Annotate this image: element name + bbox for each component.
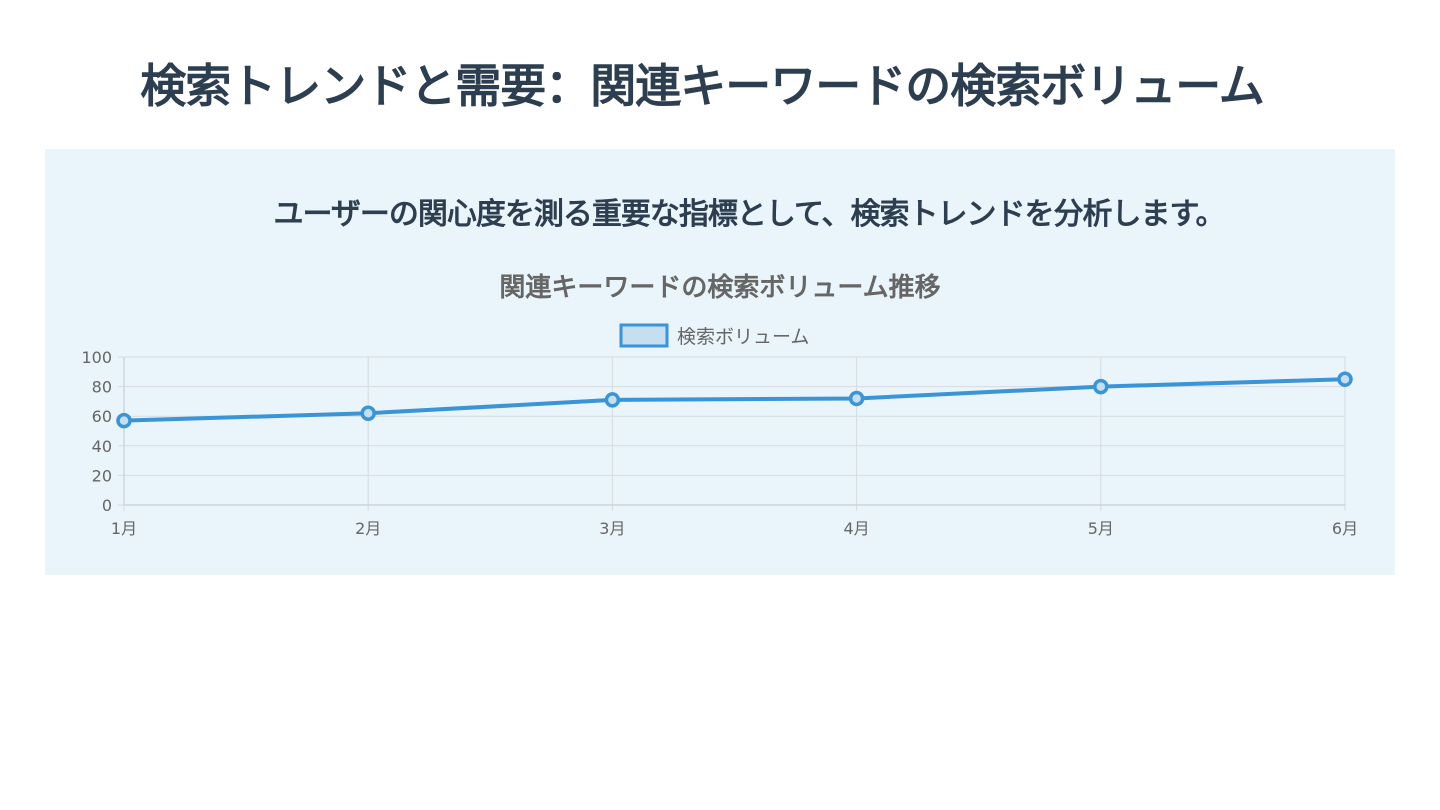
data-point bbox=[116, 412, 132, 429]
y-tick-label: 80 bbox=[92, 378, 112, 397]
x-tick-label: 2月 bbox=[355, 519, 381, 538]
chart-panel: ユーザーの関心度を測る重要な指標として、検索トレンドを分析します。 bbox=[45, 149, 1395, 575]
axes: 0 20 40 60 80 100 1月 2月 3月 4月 5月 6月 bbox=[81, 348, 1358, 538]
data-point bbox=[1337, 371, 1353, 387]
legend-swatch bbox=[619, 323, 669, 348]
x-tick-label: 3月 bbox=[599, 519, 625, 538]
x-tick-label: 1月 bbox=[111, 519, 137, 538]
data-point bbox=[360, 405, 376, 421]
x-tick-label: 5月 bbox=[1088, 519, 1114, 538]
y-tick-label: 0 bbox=[102, 496, 112, 515]
y-tick-label: 100 bbox=[81, 348, 112, 367]
grid bbox=[118, 356, 1346, 511]
y-tick-label: 40 bbox=[92, 437, 112, 456]
page-title: 検索トレンドと需要：関連キーワードの検索ボリューム bbox=[140, 59, 1265, 113]
data-point bbox=[848, 390, 865, 407]
x-tick-label: 4月 bbox=[844, 519, 870, 538]
y-tick-label: 60 bbox=[92, 407, 112, 426]
legend[interactable]: 検索ボリューム bbox=[619, 323, 809, 348]
series-layer bbox=[116, 371, 1353, 429]
panel-subtitle: ユーザーの関心度を測る重要な指標として、検索トレンドを分析します。 bbox=[273, 197, 1226, 232]
data-point bbox=[1093, 378, 1109, 395]
y-tick-label: 20 bbox=[92, 466, 112, 485]
x-tick-label: 6月 bbox=[1332, 519, 1358, 538]
legend-label: 検索ボリューム bbox=[677, 326, 809, 348]
data-point bbox=[604, 392, 621, 408]
series-line bbox=[122, 377, 1347, 423]
chart-title: 関連キーワードの検索ボリューム推移 bbox=[499, 273, 940, 303]
